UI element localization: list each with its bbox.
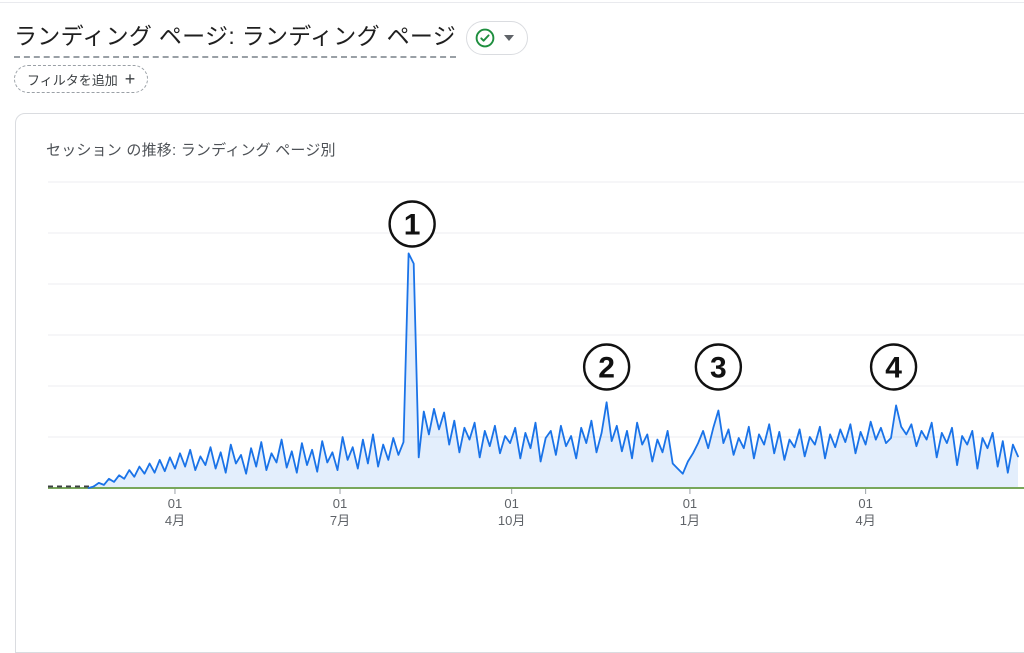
comparison-status-selector[interactable] <box>466 20 529 55</box>
x-axis-label-month: 4月 <box>856 513 876 528</box>
annotation-number-4: 4 <box>885 352 902 385</box>
sessions-area-fill <box>48 253 1018 488</box>
annotation-number-1: 1 <box>404 209 421 242</box>
x-axis-label-day: 01 <box>858 496 872 511</box>
plus-icon: + <box>124 69 136 89</box>
x-axis-label-day: 01 <box>333 496 347 511</box>
report-dimension-title[interactable]: ランディング ページ: ランディング ページ <box>14 17 457 58</box>
x-axis-label-day: 01 <box>504 496 518 511</box>
annotation-number-2: 2 <box>598 352 615 385</box>
x-axis-label-month: 7月 <box>330 513 350 528</box>
annotation-circle-3 <box>694 343 743 391</box>
x-axis-label-month: 4月 <box>165 513 185 528</box>
annotation-circle-1 <box>388 200 436 248</box>
check-circle-icon <box>475 28 495 48</box>
add-filter-label: フィルタを追加 <box>27 72 118 88</box>
x-axis-label-day: 01 <box>168 496 182 511</box>
sessions-trend-chart: 01 4月 01 7月 01 10月 01 1月 01 4月 1 2 3 4 <box>48 170 1024 528</box>
x-axis-label-day: 01 <box>683 496 697 511</box>
annotation-circle-4 <box>869 343 918 391</box>
x-axis-label-month: 10月 <box>498 513 525 528</box>
chart-plot-area[interactable] <box>48 170 1024 488</box>
sessions-line <box>87 252 1019 489</box>
chart-title: セッション の推移: ランディング ページ別 <box>46 142 336 159</box>
add-filter-button[interactable]: フィルタを追加 + <box>14 65 149 93</box>
x-axis-label-month: 1月 <box>680 513 700 528</box>
report-header: ランディング ページ: ランディング ページ <box>14 17 529 58</box>
annotation-number-3: 3 <box>710 352 727 385</box>
dropdown-caret-icon <box>504 34 515 41</box>
annotation-circle-2 <box>582 343 631 391</box>
top-divider <box>0 2 1024 3</box>
